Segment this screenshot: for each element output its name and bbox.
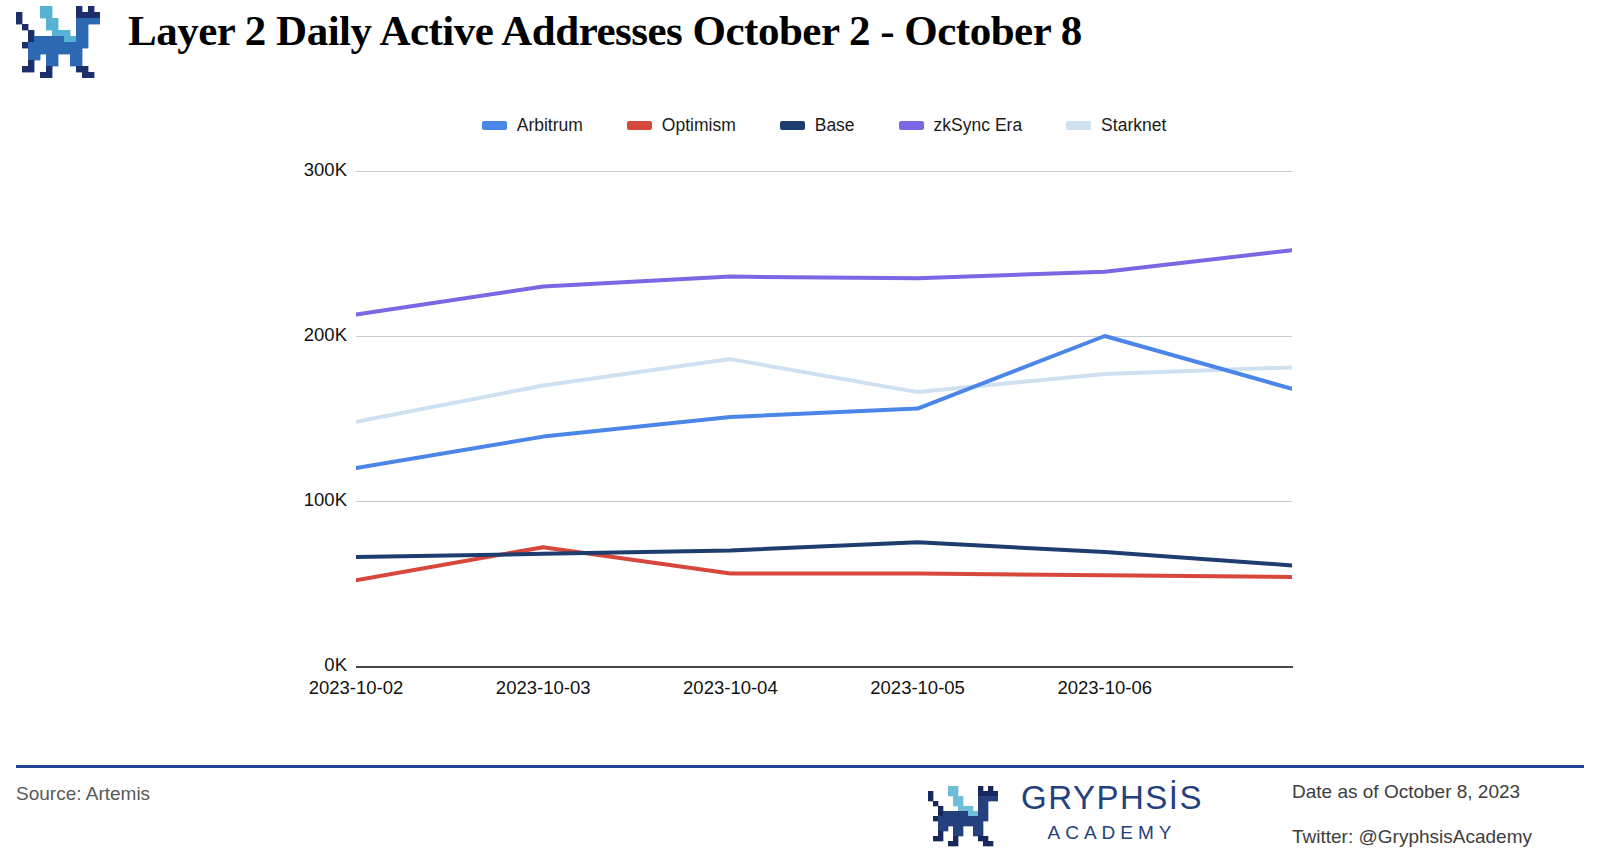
- y-tick-300K: 300K: [262, 159, 347, 183]
- series-line-zksync-era: [356, 250, 1292, 314]
- x-tick-2023-10-05: 2023-10-05: [848, 677, 988, 701]
- x-tick-2023-10-04: 2023-10-04: [660, 677, 800, 701]
- brand-subtitle: ACADEMY: [1012, 822, 1212, 844]
- brand-name: GRYPHSİS: [1012, 779, 1212, 817]
- gryphsis-griffin-logo: [16, 6, 100, 78]
- brand-block: GRYPHSİS ACADEMY: [1012, 779, 1212, 844]
- source-note: Source: Artemis: [16, 783, 150, 805]
- legend-label: zkSync Era: [934, 115, 1023, 136]
- legend-item-starknet[interactable]: Starknet: [1066, 115, 1166, 136]
- series-line-base: [356, 542, 1292, 565]
- legend-label: Starknet: [1101, 115, 1166, 136]
- y-tick-200K: 200K: [262, 324, 347, 348]
- line-chart-plot-area: [356, 150, 1292, 670]
- series-line-arbitrum: [356, 336, 1292, 468]
- twitter-handle: Twitter: @GryphsisAcademy: [1292, 826, 1532, 848]
- legend-item-optimism[interactable]: Optimism: [627, 115, 736, 136]
- legend-item-arbitrum[interactable]: Arbitrum: [482, 115, 583, 136]
- legend-swatch: [1066, 121, 1091, 130]
- series-line-optimism: [356, 547, 1292, 580]
- legend-swatch: [780, 121, 805, 130]
- legend-item-base[interactable]: Base: [780, 115, 855, 136]
- chart-legend: Arbitrum Optimism Base zkSync Era Starknet: [356, 111, 1292, 139]
- x-tick-2023-10-03: 2023-10-03: [473, 677, 613, 701]
- legend-item-zksync-era[interactable]: zkSync Era: [899, 115, 1023, 136]
- legend-swatch: [899, 121, 924, 130]
- footer-divider: [16, 765, 1584, 768]
- y-tick-0K: 0K: [262, 654, 347, 678]
- gryphsis-griffin-logo-footer: [928, 778, 998, 854]
- page-title: Layer 2 Daily Active Addresses October 2…: [128, 6, 1528, 55]
- x-tick-2023-10-02: 2023-10-02: [286, 677, 426, 701]
- legend-label: Base: [815, 115, 855, 136]
- legend-swatch: [627, 121, 652, 130]
- date-note: Date as of October 8, 2023: [1292, 781, 1520, 803]
- x-tick-2023-10-06: 2023-10-06: [1035, 677, 1175, 701]
- legend-swatch: [482, 121, 507, 130]
- legend-label: Arbitrum: [517, 115, 583, 136]
- legend-label: Optimism: [662, 115, 736, 136]
- y-tick-100K: 100K: [262, 489, 347, 513]
